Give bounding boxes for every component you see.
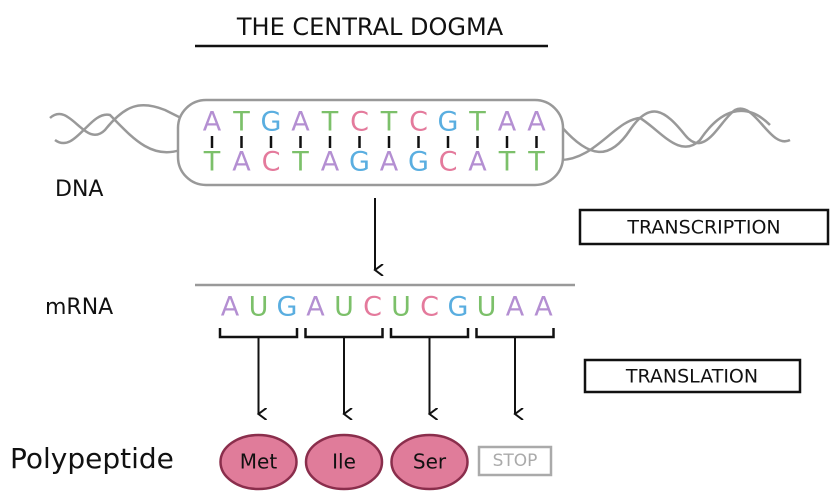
- amino-acid: [219, 433, 298, 491]
- amino-acid-label: Ile: [332, 450, 356, 474]
- translation-box: [583, 358, 802, 394]
- codon-bracket: [304, 328, 384, 339]
- title: THE CENTRAL DOGMA: [236, 13, 504, 41]
- mrna-label: mRNA: [45, 295, 113, 320]
- mrna-base: C: [420, 292, 439, 323]
- stop-label: STOP: [493, 451, 538, 471]
- codon-bracket: [218, 328, 299, 339]
- transcription-label: TRANSCRIPTION: [626, 217, 780, 239]
- dna-bottom-base: T: [527, 147, 545, 178]
- dna-top-base: A: [203, 107, 222, 138]
- dna-top-base: G: [261, 107, 282, 138]
- polypeptide-chain: Met Ile Ser STOP: [219, 433, 553, 491]
- dna-bottom-base: G: [349, 147, 370, 178]
- mrna-base: A: [221, 292, 240, 323]
- dna-top-base: C: [350, 107, 369, 138]
- dna-bottom-base: A: [468, 147, 487, 178]
- dna-bottom-base: T: [203, 147, 221, 178]
- dna-top-base: T: [321, 107, 339, 138]
- dna-bottom-base: T: [291, 147, 309, 178]
- dna-bottom-base: G: [408, 147, 429, 178]
- amino-acid-label: Met: [240, 450, 278, 474]
- dna-top-base: T: [468, 107, 486, 138]
- transcription-box: [578, 208, 830, 246]
- dna-bottom-base: T: [498, 147, 516, 178]
- mrna-base: A: [306, 292, 325, 323]
- mrna-base: G: [277, 292, 298, 323]
- mrna-base: U: [477, 292, 497, 323]
- dna-top-base: A: [498, 107, 517, 138]
- mrna-base: U: [334, 292, 354, 323]
- dna-strands: A T G A T C T C G T A AT A C T A G A G C A T T: [203, 107, 547, 178]
- dna-bottom-base: C: [262, 147, 281, 178]
- mrna-base: U: [249, 292, 269, 323]
- amino-acid: [304, 433, 384, 491]
- amino-acid-label: Ser: [413, 450, 447, 474]
- translation-label: TRANSLATION: [625, 366, 758, 388]
- dna-top-base: C: [409, 107, 428, 138]
- dna-helix: [49, 98, 791, 187]
- mrna-base: A: [506, 292, 525, 323]
- dna-bottom-base: A: [321, 147, 340, 178]
- dna-bottom-base: A: [380, 147, 399, 178]
- dna-bottom-base: A: [232, 147, 251, 178]
- dna-bottom-base: C: [439, 147, 458, 178]
- mrna-base: C: [363, 292, 382, 323]
- codon-bracket: [475, 328, 555, 339]
- amino-acid: [390, 433, 469, 491]
- mrna-base: U: [391, 292, 411, 323]
- stop-box: [477, 445, 553, 477]
- mrna-base: A: [534, 292, 553, 323]
- polypeptide-label: Polypeptide: [10, 442, 174, 475]
- dna-top-base: T: [380, 107, 398, 138]
- dna-top-base: A: [291, 107, 310, 138]
- dna-label: DNA: [55, 177, 103, 202]
- dna-top-base: T: [232, 107, 250, 138]
- dna-top-base: G: [438, 107, 459, 138]
- dna-top-base: A: [527, 107, 546, 138]
- codon-bracket: [389, 328, 470, 339]
- mrna-base: G: [448, 292, 469, 323]
